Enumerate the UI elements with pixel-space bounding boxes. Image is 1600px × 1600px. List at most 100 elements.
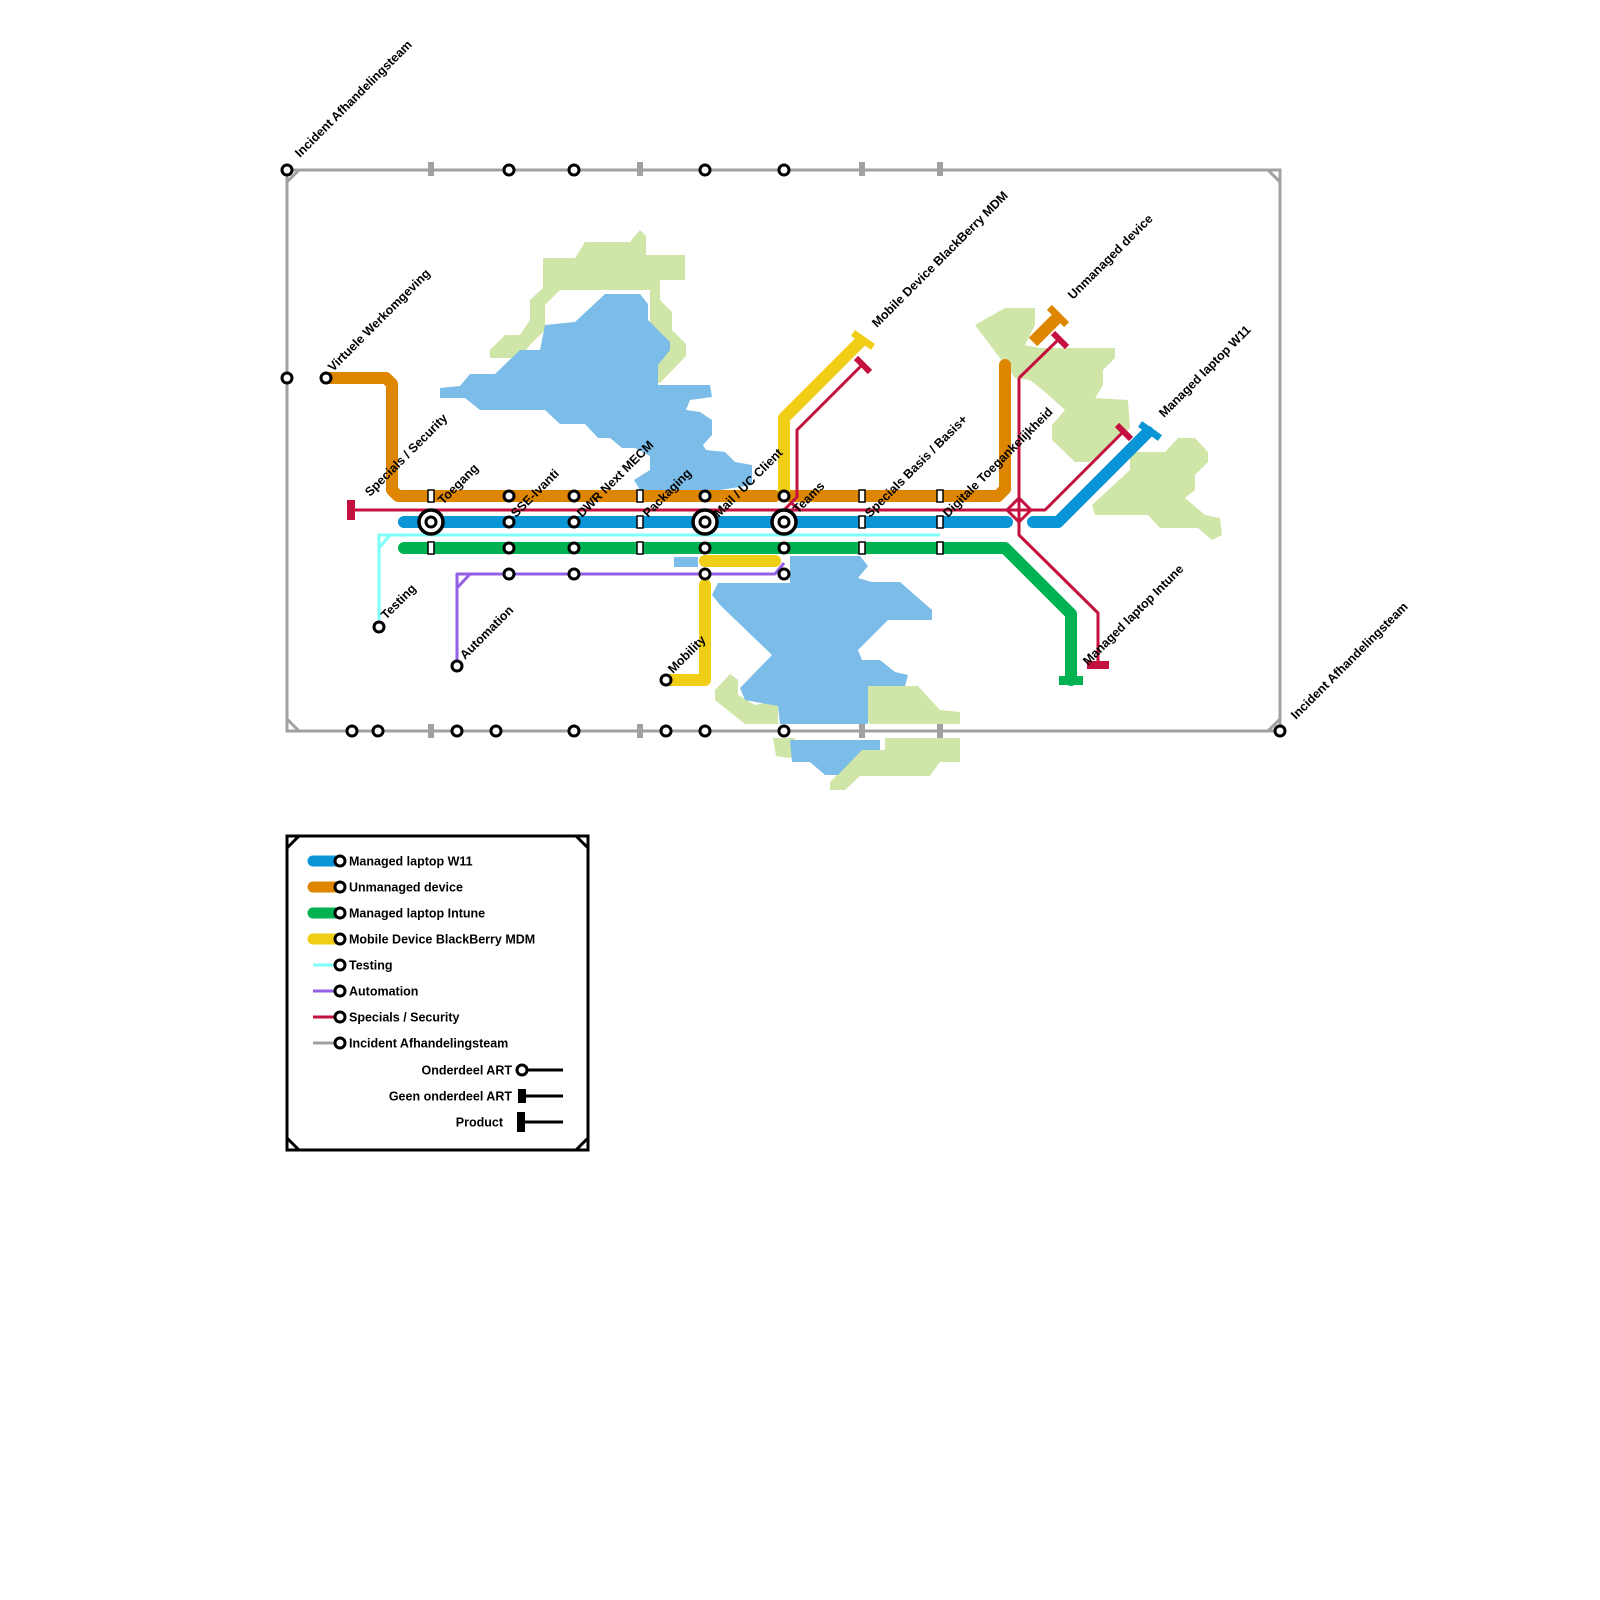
- station[interactable]: [280, 163, 294, 177]
- interchange-station[interactable]: [691, 508, 719, 536]
- non-art-station[interactable]: [636, 515, 644, 529]
- legend-label: Incident Afhandelingsteam: [349, 1037, 508, 1051]
- non-art-station[interactable]: [936, 515, 944, 529]
- legend-label: Specials / Security: [349, 1011, 460, 1025]
- station[interactable]: [502, 163, 516, 177]
- legend-label: Automation: [349, 985, 418, 999]
- line-unmanaged-device-branch: [1028, 310, 1065, 347]
- land-area: [490, 230, 686, 383]
- stations: [280, 163, 1287, 738]
- water-areas: [440, 294, 932, 775]
- legend-item: Testing: [313, 958, 393, 973]
- legend-symbol-item: Geen onderdeel ART: [389, 1089, 563, 1104]
- line-end-bars: [850, 304, 1163, 685]
- station[interactable]: [371, 724, 385, 738]
- line-specials-security: [351, 336, 1127, 665]
- line-testing: [377, 533, 940, 620]
- interchange-station[interactable]: [417, 508, 445, 536]
- line-unmanaged-device: [320, 359, 1011, 502]
- station[interactable]: [659, 724, 673, 738]
- station[interactable]: [567, 541, 581, 555]
- product-bar-icon: [517, 1112, 525, 1132]
- legend: Managed laptop W11 Unmanaged device Manage…: [285, 834, 590, 1152]
- non-art-station[interactable]: [636, 489, 644, 503]
- station[interactable]: [450, 724, 464, 738]
- station[interactable]: [319, 371, 333, 385]
- legend-label: Geen onderdeel ART: [389, 1090, 513, 1104]
- station[interactable]: [567, 515, 581, 529]
- station[interactable]: [280, 371, 294, 385]
- legend-station-icon: [333, 1010, 347, 1024]
- specials-end-bars: [347, 330, 1134, 669]
- station-label: Specials / Security: [362, 411, 450, 499]
- station[interactable]: [567, 567, 581, 581]
- station[interactable]: [777, 489, 791, 503]
- non-art-station[interactable]: [936, 541, 944, 555]
- interchange-diamond: [1005, 496, 1033, 524]
- station[interactable]: [567, 724, 581, 738]
- station[interactable]: [777, 541, 791, 555]
- station[interactable]: [567, 163, 581, 177]
- water-area: [440, 294, 752, 490]
- water-area: [790, 740, 880, 775]
- legend-item: Unmanaged device: [307, 880, 463, 895]
- legend-label: Mobile Device BlackBerry MDM: [349, 933, 535, 947]
- non-art-station[interactable]: [858, 515, 866, 529]
- station[interactable]: [698, 489, 712, 503]
- non-art-station[interactable]: [858, 489, 866, 503]
- non-art-bar-icon: [518, 1089, 526, 1103]
- line-automation: [455, 562, 786, 665]
- station[interactable]: [345, 724, 359, 738]
- land-areas: [490, 230, 1222, 790]
- station[interactable]: [502, 541, 516, 555]
- station[interactable]: [777, 724, 791, 738]
- station[interactable]: [567, 489, 581, 503]
- art-station-icon: [515, 1063, 529, 1077]
- station[interactable]: [502, 567, 516, 581]
- station[interactable]: [698, 163, 712, 177]
- station[interactable]: [777, 163, 791, 177]
- land-area: [715, 674, 778, 724]
- station[interactable]: [502, 515, 516, 529]
- interchange-station[interactable]: [770, 508, 798, 536]
- land-area: [858, 686, 960, 724]
- land-area: [975, 308, 1130, 462]
- station[interactable]: [489, 724, 503, 738]
- non-art-station[interactable]: [858, 541, 866, 555]
- legend-label: Product: [456, 1116, 504, 1130]
- station[interactable]: [372, 620, 386, 634]
- station[interactable]: [698, 541, 712, 555]
- non-art-station[interactable]: [427, 489, 435, 503]
- station[interactable]: [1273, 724, 1287, 738]
- station-label: Virtuele Werkomgeving: [325, 266, 433, 374]
- station[interactable]: [502, 489, 516, 503]
- legend-item: Automation: [313, 984, 418, 999]
- station[interactable]: [659, 673, 673, 687]
- legend-station-icon: [333, 906, 347, 920]
- station-label: Managed laptop W11: [1156, 323, 1253, 420]
- line-mobile-device-blackberry-mdm: [660, 336, 866, 686]
- legend-station-icon: [333, 932, 347, 946]
- legend-item: Incident Afhandelingsteam: [313, 1036, 508, 1051]
- water-area: [674, 557, 698, 567]
- legend-label: Managed laptop Intune: [349, 907, 485, 921]
- station-label: Incident Afhandelingsteam: [1288, 600, 1411, 723]
- legend-item: Mobile Device BlackBerry MDM: [307, 932, 535, 947]
- station[interactable]: [777, 567, 791, 581]
- legend-symbol-item: Product: [456, 1112, 563, 1132]
- station[interactable]: [698, 567, 712, 581]
- station-label: Mobile Device BlackBerry MDM: [869, 189, 1011, 331]
- legend-station-icon: [333, 880, 347, 894]
- legend-label: Testing: [349, 959, 393, 973]
- non-art-station[interactable]: [427, 541, 435, 555]
- station[interactable]: [698, 724, 712, 738]
- legend-station-icon: [333, 984, 347, 998]
- non-art-station[interactable]: [636, 541, 644, 555]
- non-art-station[interactable]: [936, 489, 944, 503]
- legend-station-icon: [333, 958, 347, 972]
- legend-station-icon: [333, 854, 347, 868]
- land-area: [1092, 438, 1222, 540]
- legend-label: Unmanaged device: [349, 881, 463, 895]
- station[interactable]: [450, 659, 464, 673]
